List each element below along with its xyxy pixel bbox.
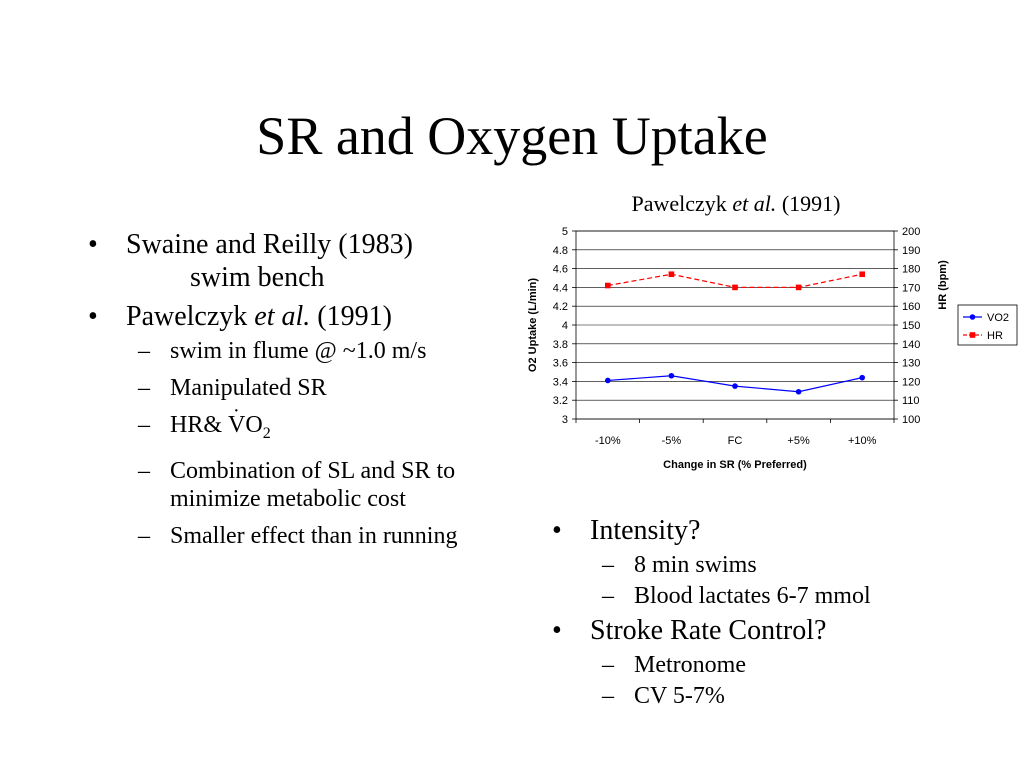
sub-bullet-text: swim in flume @ ~1.0 m/s bbox=[170, 338, 427, 364]
y-tick-label: 4 bbox=[562, 320, 568, 332]
left-bullet-list: • Swaine and Reilly (1983) swim bench • … bbox=[88, 228, 508, 559]
data-point-vo2 bbox=[859, 374, 865, 381]
chart-caption: Pawelczyk et al. (1991) bbox=[560, 190, 912, 218]
data-point-vo2 bbox=[605, 377, 611, 384]
x-tick-label: FC bbox=[728, 435, 743, 447]
y-axis-title: O2 Uptake (L/min) bbox=[527, 278, 539, 372]
y2-tick-label: 120 bbox=[902, 376, 920, 388]
y-tick-label: 5 bbox=[562, 226, 568, 238]
bullet-text-italic: et al. bbox=[254, 301, 311, 332]
sub-bullet-text: Blood lactates 6-7 mmol bbox=[634, 583, 871, 609]
dash-marker: – bbox=[138, 412, 150, 438]
bullet-text-year: (1991) bbox=[310, 301, 392, 332]
y-tick-label: 3 bbox=[562, 414, 568, 426]
y2-tick-label: 190 bbox=[902, 245, 920, 257]
vo2-dot: · bbox=[233, 400, 240, 422]
sub-bullet-cv: – CV 5-7% bbox=[590, 682, 992, 710]
legend-box bbox=[957, 304, 1018, 346]
y-tick-label: 4.2 bbox=[553, 301, 568, 313]
sub-bullet-text: 8 min swims bbox=[634, 552, 757, 578]
bullet-marker: • bbox=[88, 301, 98, 332]
y2-tick-label: 160 bbox=[902, 301, 920, 313]
sub-bullet-flume: – swim in flume @ ~1.0 m/s bbox=[126, 337, 508, 365]
vo2-text: VO bbox=[228, 412, 263, 438]
sub-bullet-lactates: – Blood lactates 6-7 mmol bbox=[590, 582, 992, 610]
y2-tick-label: 130 bbox=[902, 358, 920, 370]
y2-tick-label: 110 bbox=[902, 395, 920, 407]
y2-tick-label: 180 bbox=[902, 264, 920, 276]
data-point-vo2 bbox=[732, 383, 738, 389]
bullet-marker: • bbox=[552, 615, 562, 646]
data-point-hr bbox=[605, 282, 611, 289]
y2-tick-label: 150 bbox=[902, 320, 920, 332]
vo2-symbol: · VO2 bbox=[228, 400, 271, 448]
slide-title: SR and Oxygen Uptake bbox=[256, 106, 768, 166]
caption-author: Pawelczyk bbox=[631, 191, 733, 216]
bullet-swaine-reilly: • Swaine and Reilly (1983) swim bench bbox=[88, 228, 508, 294]
data-point-hr bbox=[795, 284, 802, 291]
sub-bullet-manipulated-sr: – Manipulated SR bbox=[126, 374, 508, 402]
dash-marker: – bbox=[602, 683, 614, 709]
dash-marker: – bbox=[602, 652, 614, 678]
caption-et-al: et al. bbox=[732, 191, 777, 216]
x-tick-label: +10% bbox=[848, 435, 877, 447]
y2-tick-label: 100 bbox=[902, 414, 920, 426]
sub-bullet-hr-vo2: – HR& · VO2 bbox=[126, 400, 508, 448]
vo2-hr-chart: 3 3.2 3.4 3.6 3.8 4 4.2 4.4 4.6 4.8 5 100 110 120 130 1… bbox=[527, 226, 1018, 471]
data-point-vo2 bbox=[668, 372, 675, 379]
bullet-marker: • bbox=[552, 515, 562, 546]
bullet-continuation: swim bench bbox=[190, 262, 325, 293]
data-point-hr bbox=[668, 271, 675, 278]
bullet-intensity: • Intensity? – 8 min swims – Blood lacta… bbox=[552, 514, 992, 610]
sub-bullet-text: Smaller effect than in running bbox=[170, 522, 458, 549]
sub-bullet-metronome: – Metronome bbox=[590, 651, 992, 679]
sub-bullet-sl-sr: – Combination of SL and SR to minimize m… bbox=[126, 457, 508, 513]
dash-marker: – bbox=[138, 338, 150, 364]
x-tick-label: -5% bbox=[662, 435, 682, 447]
y2-tick-label: 200 bbox=[902, 226, 920, 238]
legend-marker-vo2 bbox=[969, 314, 976, 320]
legend-label: VO2 bbox=[987, 312, 1009, 324]
bullet-text: Stroke Rate Control? bbox=[590, 615, 827, 646]
data-point-hr bbox=[732, 284, 738, 291]
dash-marker: – bbox=[138, 522, 150, 549]
dash-marker: – bbox=[138, 457, 150, 484]
y-tick-label: 3.8 bbox=[553, 339, 568, 351]
y-tick-label: 3.6 bbox=[553, 358, 568, 370]
y2-tick-label: 170 bbox=[902, 282, 920, 294]
data-point-vo2 bbox=[795, 388, 802, 395]
x-tick-label: +5% bbox=[787, 435, 810, 447]
y-tick-label: 3.4 bbox=[553, 376, 568, 388]
bullet-text: Intensity? bbox=[590, 515, 701, 546]
sub-bullet-8min: – 8 min swims bbox=[590, 551, 992, 579]
y-tick-label: 3.2 bbox=[553, 395, 568, 407]
sub-bullet-text: Metronome bbox=[634, 652, 746, 678]
legend-label: HR bbox=[987, 330, 1003, 342]
data-point-hr bbox=[859, 271, 865, 278]
bullet-text: Swaine and Reilly (1983) bbox=[126, 229, 413, 260]
y-tick-label: 4.8 bbox=[553, 245, 568, 257]
y2-axis-title: HR (bpm) bbox=[937, 260, 949, 310]
bullet-text: Pawelczyk bbox=[126, 301, 255, 332]
sub-bullet-text: CV 5-7% bbox=[634, 683, 725, 709]
bullet-pawelczyk: • Pawelczyk et al. (1991) – swim in flum… bbox=[88, 300, 508, 550]
dash-marker: – bbox=[602, 583, 614, 609]
bullet-stroke-rate-control: • Stroke Rate Control? – Metronome – CV … bbox=[552, 614, 992, 710]
x-tick-label: -10% bbox=[595, 435, 621, 447]
legend-marker-hr bbox=[969, 332, 976, 338]
dash-marker: – bbox=[138, 375, 150, 401]
bullet-marker: • bbox=[88, 229, 98, 260]
caption-year: (1991) bbox=[776, 191, 841, 216]
vo2-subscript: 2 bbox=[262, 424, 271, 442]
y2-tick-label: 140 bbox=[902, 339, 920, 351]
sub-bullet-smaller-effect: – Smaller effect than in running bbox=[126, 522, 508, 550]
sub-bullet-text: Manipulated SR bbox=[170, 375, 327, 401]
sub-bullet-text: HR& bbox=[170, 412, 223, 438]
sub-bullet-text: Combination of SL and SR to minimize met… bbox=[170, 457, 456, 512]
y-tick-label: 4.4 bbox=[553, 282, 568, 294]
dash-marker: – bbox=[602, 552, 614, 578]
x-axis-title: Change in SR (% Preferred) bbox=[663, 459, 807, 471]
y-tick-label: 4.6 bbox=[553, 264, 568, 276]
right-bullet-list: • Intensity? – 8 min swims – Blood lacta… bbox=[552, 514, 992, 714]
